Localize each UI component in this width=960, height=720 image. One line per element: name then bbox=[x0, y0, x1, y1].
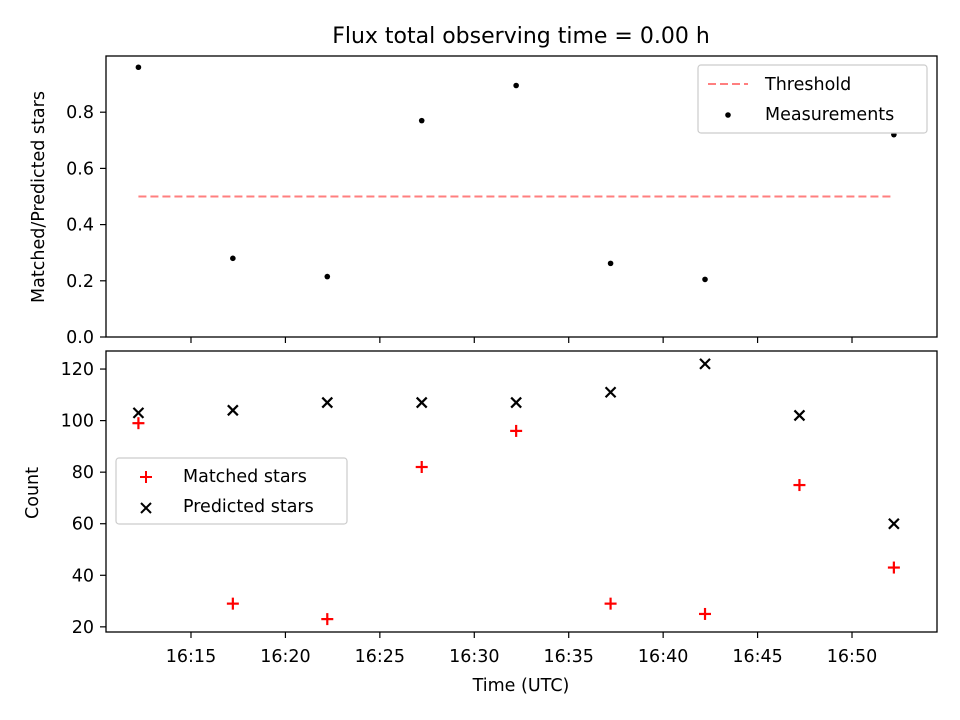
top-y-tick-label: 0.8 bbox=[66, 103, 94, 123]
measurement-point bbox=[418, 117, 425, 124]
top-y-tick-label: 0.2 bbox=[66, 272, 94, 292]
top-panel: Flux total observing time = 0.00 h Match… bbox=[29, 24, 938, 348]
legend-predicted-label: Predicted stars bbox=[183, 497, 314, 517]
legend-predicted-swatch bbox=[140, 502, 152, 514]
legend-matched-swatch bbox=[140, 471, 152, 483]
bottom-y-tick-label: 100 bbox=[61, 412, 94, 432]
top-y-tick-label: 0.4 bbox=[66, 216, 94, 236]
predicted-stars-point bbox=[321, 396, 334, 409]
bottom-y-axis-label: Count bbox=[23, 467, 43, 519]
legend-threshold-label: Threshold bbox=[764, 75, 851, 95]
predicted-stars-point bbox=[510, 396, 522, 409]
matched-stars-point bbox=[604, 597, 617, 610]
measurement-point bbox=[702, 276, 708, 283]
bottom-y-tick-label: 120 bbox=[61, 360, 94, 380]
bottom-x-ticks: 16:15 16:20 16:25 16:30 16:35 16:40 16:45 16:50 bbox=[166, 632, 877, 667]
bottom-y-tick-label: 40 bbox=[72, 566, 94, 586]
predicted-stars-point bbox=[604, 386, 617, 399]
matched-stars-point bbox=[132, 417, 145, 430]
measurement-point bbox=[324, 273, 331, 280]
x-tick-label: 16:25 bbox=[355, 647, 405, 667]
legend-matched-label: Matched stars bbox=[183, 467, 307, 487]
matched-stars-point bbox=[415, 461, 428, 474]
legend-measurements-swatch bbox=[725, 112, 731, 118]
top-y-ticks: 0.0 0.2 0.4 0.6 0.8 bbox=[66, 103, 106, 348]
x-tick-label: 16:35 bbox=[543, 647, 593, 667]
predicted-stars-point bbox=[888, 517, 900, 530]
measurement-point bbox=[513, 82, 519, 89]
predicted-stars-point bbox=[132, 407, 145, 419]
measurement-point bbox=[230, 255, 236, 262]
matched-stars-point bbox=[793, 479, 806, 492]
predicted-stars-point bbox=[793, 409, 806, 422]
matched-stars-point bbox=[887, 561, 900, 574]
predicted-stars-point bbox=[415, 396, 428, 409]
x-axis-label: Time (UTC) bbox=[472, 676, 570, 696]
legend-measurements-label: Measurements bbox=[765, 105, 894, 125]
bottom-legend: Matched stars Predicted stars bbox=[115, 457, 348, 525]
bottom-y-ticks: 20 40 60 80 100 120 bbox=[61, 360, 106, 638]
bottom-legend-box bbox=[115, 457, 348, 525]
measurement-point bbox=[607, 260, 614, 267]
chart-title: Flux total observing time = 0.00 h bbox=[332, 24, 710, 49]
bottom-y-tick-label: 60 bbox=[72, 515, 94, 535]
predicted-stars-point bbox=[227, 404, 239, 417]
matched-stars-point bbox=[510, 424, 523, 437]
matched-stars-point bbox=[321, 613, 334, 626]
bottom-plot-marks bbox=[132, 358, 900, 626]
top-legend-box bbox=[697, 64, 928, 134]
x-tick-label: 16:50 bbox=[827, 647, 877, 667]
x-tick-label: 16:15 bbox=[166, 647, 216, 667]
x-tick-label: 16:20 bbox=[260, 647, 310, 667]
x-tick-label: 16:45 bbox=[732, 647, 782, 667]
top-legend: Threshold Measurements bbox=[697, 64, 928, 134]
matched-stars-point bbox=[226, 597, 239, 610]
bottom-axes-frame bbox=[105, 350, 938, 633]
top-axes-frame bbox=[105, 55, 938, 338]
top-y-tick-label: 0.0 bbox=[66, 328, 94, 348]
bottom-y-tick-label: 80 bbox=[72, 463, 94, 483]
predicted-stars-point bbox=[699, 358, 711, 370]
x-tick-label: 16:30 bbox=[449, 647, 499, 667]
top-y-tick-label: 0.6 bbox=[66, 159, 94, 179]
top-x-ticks bbox=[190, 337, 853, 343]
matched-stars-point bbox=[699, 607, 712, 620]
measurement-point bbox=[135, 64, 142, 71]
x-tick-label: 16:40 bbox=[638, 647, 688, 667]
bottom-y-tick-label: 20 bbox=[72, 618, 94, 638]
top-y-axis-label: Matched/Predicted stars bbox=[29, 91, 49, 303]
